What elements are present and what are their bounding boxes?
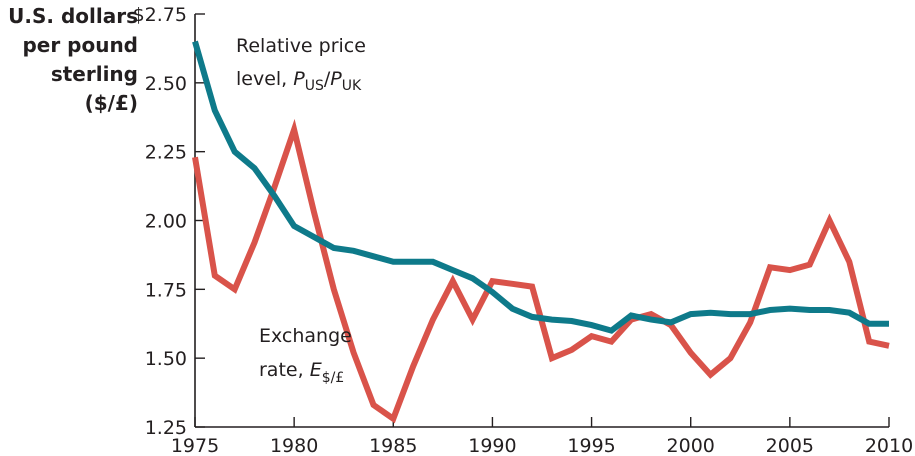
y-axis-title-line-3: sterling bbox=[50, 62, 138, 86]
series-label-relative-price-line-1: Relative price bbox=[236, 35, 366, 57]
y-tick-label: 2.00 bbox=[145, 211, 187, 233]
x-tick-label: 2005 bbox=[766, 435, 814, 456]
exchange-rate-sub: $/£ bbox=[322, 370, 345, 386]
y-tick-label: 1.50 bbox=[145, 348, 187, 370]
x-tick-label: 1985 bbox=[369, 435, 417, 456]
x-tick-label: 1975 bbox=[171, 435, 219, 456]
relative-price-slash: / bbox=[324, 68, 331, 90]
relative-price-sub-1: US bbox=[305, 78, 324, 94]
y-tick-label: $2.75 bbox=[133, 4, 187, 26]
y-axis-title-line-2: per pound bbox=[22, 33, 138, 57]
y-tick-label: 1.75 bbox=[145, 279, 187, 301]
series-label-exchange-rate-line-1: Exchange bbox=[259, 325, 352, 347]
series-label-relative-price-line-2: level, PUS/PUK bbox=[236, 68, 362, 94]
y-tick-label: 1.25 bbox=[145, 417, 187, 439]
x-tick-label: 1990 bbox=[468, 435, 516, 456]
relative-price-var-2: P bbox=[330, 68, 342, 90]
series-label-exchange-rate-line-2: rate, E$/£ bbox=[259, 359, 344, 386]
relative-price-sub-2: UK bbox=[342, 78, 362, 94]
x-tick-label: 2010 bbox=[865, 435, 913, 456]
y-tick-label: 2.25 bbox=[145, 142, 187, 164]
relative-price-label-prefix: level, bbox=[236, 68, 293, 90]
series-layer bbox=[192, 40, 890, 424]
axes: 1.25 1.50 1.75 2.00 2.25 2.50 $2.75 1975 1980 198… bbox=[133, 4, 914, 456]
y-axis-title-line-1: U.S. dollars bbox=[8, 4, 138, 28]
series-line-relative-price bbox=[192, 40, 889, 334]
exchange-rate-var: E bbox=[310, 359, 322, 381]
x-tick-label: 2000 bbox=[667, 435, 715, 456]
y-tick-label: 2.50 bbox=[145, 73, 187, 95]
exchange-rate-label-prefix: rate, bbox=[259, 359, 310, 381]
relative-price-var-1: P bbox=[293, 68, 305, 90]
x-tick-label: 1995 bbox=[567, 435, 615, 456]
y-axis-title: U.S. dollars per pound sterling ($/£) bbox=[0, 2, 138, 118]
x-tick-label: 1980 bbox=[270, 435, 318, 456]
series-label-relative-price: Relative price bbox=[236, 35, 366, 57]
y-axis-title-line-4: ($/£) bbox=[84, 91, 138, 115]
series-line-exchange-rate bbox=[192, 118, 890, 424]
